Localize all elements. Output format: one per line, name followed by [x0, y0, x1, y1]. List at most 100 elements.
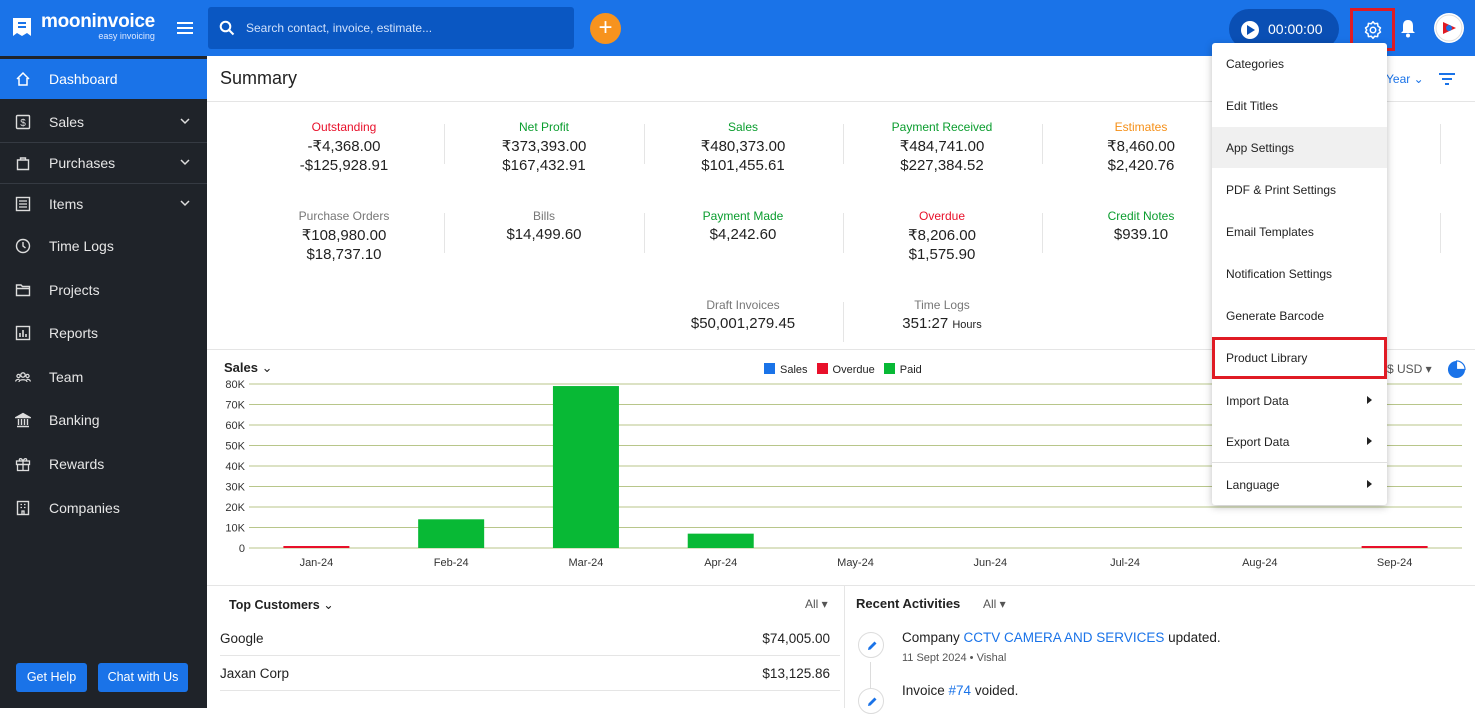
stat-time-logs[interactable]: Time Logs 351:27 Hours [842, 298, 1042, 332]
stat-outstanding[interactable]: Outstanding -₹4,368.00 -$125,928.91 [244, 120, 444, 174]
stat-bills[interactable]: Bills $14,499.60 [444, 209, 644, 243]
pie-chart-icon[interactable] [1447, 360, 1466, 379]
stat-label: Overdue [918, 209, 966, 223]
sidebar-item-time-logs[interactable]: Time Logs [0, 226, 207, 266]
bar-overdue-sep-24 [1361, 546, 1428, 548]
stat-net-profit[interactable]: Net Profit ₹373,393.00 $167,432.91 [444, 120, 644, 174]
stat-sales[interactable]: Sales ₹480,373.00 $101,455.61 [643, 120, 843, 174]
chart-type-dropdown[interactable]: Sales ⌄ [224, 360, 273, 376]
app-logo[interactable]: mooninvoice easy invoicing [10, 12, 155, 41]
activity-link[interactable]: #74 [948, 683, 972, 698]
customer-row[interactable]: Jaxan Corp $13,125.86 [220, 658, 830, 693]
stat-draft-invoices[interactable]: Draft Invoices $50,001,279.45 [643, 298, 843, 332]
menu-item-email-templates[interactable]: Email Templates [1212, 211, 1387, 252]
customer-name: Jaxan Corp [220, 666, 290, 681]
stat-estimates[interactable]: Estimates ₹8,460.00 $2,420.76 [1041, 120, 1241, 174]
stat-label: Sales [727, 120, 759, 134]
stat-label: Payment Made [702, 209, 784, 223]
chat-with-us-button[interactable]: Chat with Us [98, 663, 188, 692]
stat-payment-made[interactable]: Payment Made $4,242.60 [643, 209, 843, 243]
y-tick-label: 60K [225, 420, 245, 432]
add-new-button[interactable]: + [590, 13, 621, 44]
svg-text:$: $ [20, 118, 26, 129]
stat-value: 351:27 Hours [842, 315, 1042, 332]
stat-label: Bills [532, 209, 555, 223]
sidebar-item-team[interactable]: Team [0, 357, 207, 397]
play-icon [1241, 21, 1259, 39]
sidebar-item-label: Companies [49, 500, 120, 516]
menu-item-categories[interactable]: Categories [1212, 43, 1387, 84]
stat-label: Outstanding [311, 120, 377, 134]
search-input[interactable] [246, 18, 566, 38]
filter-label: All [983, 597, 997, 611]
x-tick-label: Jul-24 [1110, 557, 1140, 569]
sidebar-item-rewards[interactable]: Rewards [0, 444, 207, 484]
stat-label: Net Profit [518, 120, 569, 134]
stat-value: $14,499.60 [506, 226, 582, 243]
sidebar-item-label: Projects [49, 282, 100, 298]
y-tick-label: 70K [225, 400, 245, 412]
legend-item-sales[interactable]: Sales [764, 363, 808, 376]
sidebar-item-label: Rewards [49, 456, 105, 472]
top-customers-dropdown[interactable]: Top Customers ⌄ [229, 597, 334, 612]
recent-activities-filter[interactable]: All ▾ [983, 597, 1006, 611]
sidebar-item-banking[interactable]: Banking [0, 400, 207, 440]
timer-button[interactable]: 00:00:00 [1229, 9, 1339, 49]
menu-item-label: Language [1226, 478, 1280, 492]
y-tick-label: 20K [225, 502, 245, 514]
sales-bar-chart: 80K 70K 60K 50K 40K 30K 20K 10K 0 Jan-24 Feb-24 Mar… [225, 379, 1462, 569]
sidebar-item-reports[interactable]: Reports [0, 313, 207, 353]
year-filter-dropdown[interactable]: Year ⌄ [1386, 72, 1424, 86]
currency-label: $ USD [1387, 362, 1423, 376]
notification-bell-icon[interactable] [1399, 18, 1417, 38]
user-avatar[interactable] [1434, 13, 1464, 43]
menu-item-export-data[interactable]: Export Data [1212, 421, 1387, 462]
chevron-down-icon: ⌄ [323, 598, 334, 612]
customer-row[interactable]: Google $74,005.00 [220, 623, 830, 658]
stat-value: $227,384.52 [900, 157, 984, 174]
x-tick-label: May-24 [837, 557, 874, 569]
chevron-down-icon [180, 159, 190, 166]
stat-purchase-orders[interactable]: Purchase Orders ₹108,980.00 $18,737.10 [244, 209, 444, 263]
report-icon [15, 325, 31, 341]
top-bar: mooninvoice easy invoicing + 00:00:00 [0, 0, 1475, 56]
customer-amount: $74,005.00 [762, 631, 830, 646]
stat-credit-notes[interactable]: Credit Notes $939.10 [1041, 209, 1241, 243]
menu-item-import-data[interactable]: Import Data [1212, 380, 1387, 421]
stat-value: $101,455.61 [701, 157, 785, 174]
bar-overdue-jan-24 [283, 546, 350, 548]
stat-overdue[interactable]: Overdue ₹8,206.00 $1,575.90 [842, 209, 1042, 263]
sidebar-item-projects[interactable]: Projects [0, 270, 207, 310]
activity-link[interactable]: CCTV CAMERA AND SERVICES [963, 630, 1165, 645]
sidebar-item-purchases[interactable]: Purchases [0, 143, 207, 183]
currency-dropdown[interactable]: $ USD ▾ [1387, 362, 1432, 376]
stat-payment-received[interactable]: Payment Received ₹484,741.00 $227,384.52 [842, 120, 1042, 174]
list-icon [15, 196, 31, 212]
menu-item-notification-settings[interactable]: Notification Settings [1212, 253, 1387, 294]
menu-item-app-settings[interactable]: App Settings [1212, 127, 1387, 168]
sidebar-item-label: Items [49, 196, 84, 212]
get-help-button[interactable]: Get Help [16, 663, 87, 692]
stat-label: Draft Invoices [706, 298, 780, 312]
legend-item-paid[interactable]: Paid [883, 363, 922, 376]
sidebar-item-dashboard[interactable]: Dashboard [0, 59, 207, 99]
home-icon [16, 71, 30, 86]
recent-activities-title: Recent Activities [856, 596, 961, 611]
legend-item-overdue[interactable]: Overdue [816, 363, 875, 376]
filter-icon[interactable] [1438, 71, 1456, 87]
sidebar-item-companies[interactable]: Companies [0, 488, 207, 528]
sidebar-item-sales[interactable]: $ Sales [0, 102, 207, 142]
sidebar-item-items[interactable]: Items [0, 184, 207, 224]
stat-label: Purchase Orders [298, 209, 390, 223]
menu-item-pdf-print-settings[interactable]: PDF & Print Settings [1212, 169, 1387, 210]
x-tick-label: Apr-24 [704, 557, 737, 569]
menu-item-edit-titles[interactable]: Edit Titles [1212, 85, 1387, 126]
menu-item-language[interactable]: Language [1212, 464, 1387, 505]
menu-item-product-library[interactable]: Product Library [1212, 337, 1387, 378]
menu-item-label: PDF & Print Settings [1226, 183, 1337, 197]
sidebar-item-label: Reports [49, 325, 99, 341]
stat-value: $2,420.76 [1107, 157, 1175, 174]
menu-toggle-icon[interactable] [175, 18, 195, 38]
menu-item-generate-barcode[interactable]: Generate Barcode [1212, 295, 1387, 336]
top-customers-filter[interactable]: All ▾ [805, 597, 828, 611]
